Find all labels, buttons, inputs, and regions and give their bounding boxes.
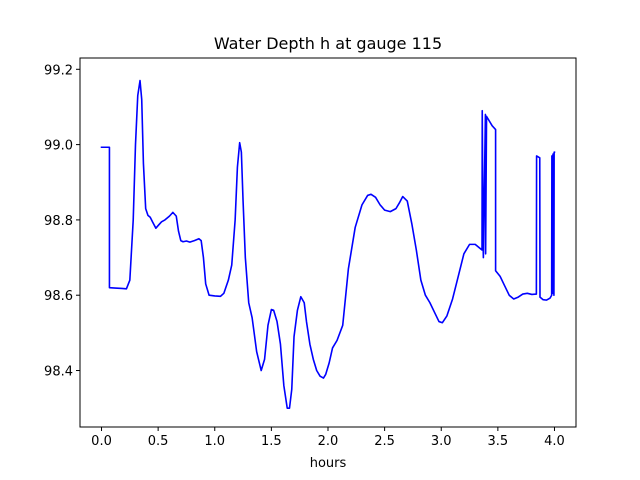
x-tick-label: 0.5 xyxy=(148,434,169,449)
x-tick-label: 0.0 xyxy=(91,434,112,449)
y-tick-label: 98.4 xyxy=(44,365,73,380)
x-axis: 0.0 0.5 1.0 1.5 2.0 2.5 3.0 3.5 4.0 xyxy=(91,427,565,449)
x-tick-label: 3.5 xyxy=(488,434,509,449)
y-tick-label: 99.0 xyxy=(44,139,73,154)
x-tick-label: 1.5 xyxy=(261,434,282,449)
x-tick-label: 3.0 xyxy=(431,434,452,449)
chart-title: Water Depth h at gauge 115 xyxy=(214,34,442,53)
x-tick-label: 1.0 xyxy=(204,434,225,449)
x-tick-label: 2.5 xyxy=(374,434,395,449)
x-tick-label: 2.0 xyxy=(318,434,339,449)
y-tick-label: 98.8 xyxy=(44,214,73,229)
y-axis: 98.4 98.6 98.8 99.0 99.2 xyxy=(44,63,80,380)
x-tick-label: 4.0 xyxy=(544,434,565,449)
x-axis-label: hours xyxy=(310,456,347,471)
y-tick-label: 99.2 xyxy=(44,63,73,78)
series-line-0 xyxy=(100,79,556,409)
y-tick-label: 98.6 xyxy=(44,289,73,304)
